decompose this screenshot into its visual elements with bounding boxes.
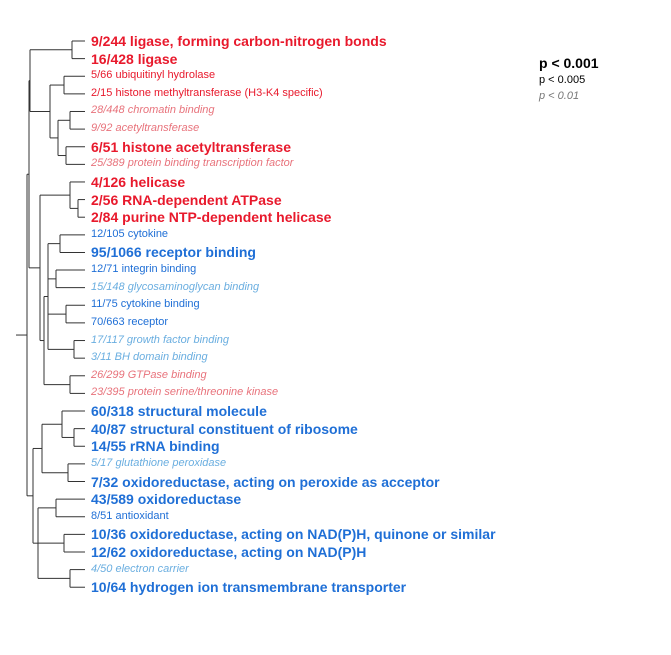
go-term-label: 4/126 helicase: [91, 173, 186, 190]
go-term-label: 10/36 oxidoreductase, acting on NAD(P)H,…: [91, 526, 496, 543]
go-term-label: 9/92 acetyltransferase: [91, 122, 200, 135]
go-term-label: 3/11 BH domain binding: [91, 351, 208, 364]
go-term-label: 11/75 cytokine binding: [91, 298, 200, 311]
go-term-label: 70/663 receptor: [91, 315, 169, 328]
go-term-label: 23/395 protein serine/threonine kinase: [91, 386, 279, 399]
go-term-label: 10/64 hydrogen ion transmembrane transpo…: [91, 579, 407, 596]
go-term-label: 12/105 cytokine: [91, 227, 169, 240]
go-term-label: 5/17 glutathione peroxidase: [91, 456, 227, 469]
go-term-label: 2/56 RNA-dependent ATPase: [91, 191, 282, 208]
go-term-label: 6/51 histone acetyltransferase: [91, 138, 291, 155]
go-term-label: 40/87 structural constituent of ribosome: [91, 420, 358, 437]
go-term-label: 16/428 ligase: [91, 50, 178, 67]
go-term-label: 7/32 oxidoreductase, acting on peroxide …: [91, 473, 440, 490]
go-term-label: 43/589 oxidoreductase: [91, 491, 242, 508]
go-term-label: 17/117 growth factor binding: [91, 333, 229, 346]
go-term-label: 8/51 antioxidant: [91, 509, 169, 522]
go-term-label: 9/244 ligase, forming carbon-nitrogen bo…: [91, 33, 387, 49]
go-term-label: 28/448 chromatin binding: [91, 104, 215, 117]
go-term-label: 12/62 oxidoreductase, acting on NAD(P)H: [91, 543, 367, 560]
go-term-label: 12/71 integrin binding: [91, 263, 197, 276]
legend-entry: p < 0.005: [539, 74, 586, 86]
go-term-label: 15/148 glycosaminoglycan binding: [91, 280, 260, 293]
dendrogram: [16, 40, 85, 588]
go-term-label: 14/55 rRNA binding: [91, 438, 220, 455]
go-term-label: 60/318 structural molecule: [91, 403, 267, 420]
go-term-label: 25/389 protein binding transcription fac…: [91, 157, 294, 170]
go-term-label: 26/299 GTPase binding: [91, 368, 207, 381]
legend-entry: p < 0.001: [539, 55, 599, 71]
go-term-label: 5/66 ubiquitinyl hydrolase: [91, 69, 216, 82]
go-term-label: 2/15 histone methyltransferase (H3-K4 sp…: [91, 86, 323, 99]
go-term-label: 4/50 electron carrier: [91, 562, 189, 575]
go-term-label: 95/1066 receptor binding: [91, 244, 256, 261]
legend-entry: p < 0.01: [539, 90, 580, 102]
go-term-label: 2/84 purine NTP-dependent helicase: [91, 209, 332, 226]
